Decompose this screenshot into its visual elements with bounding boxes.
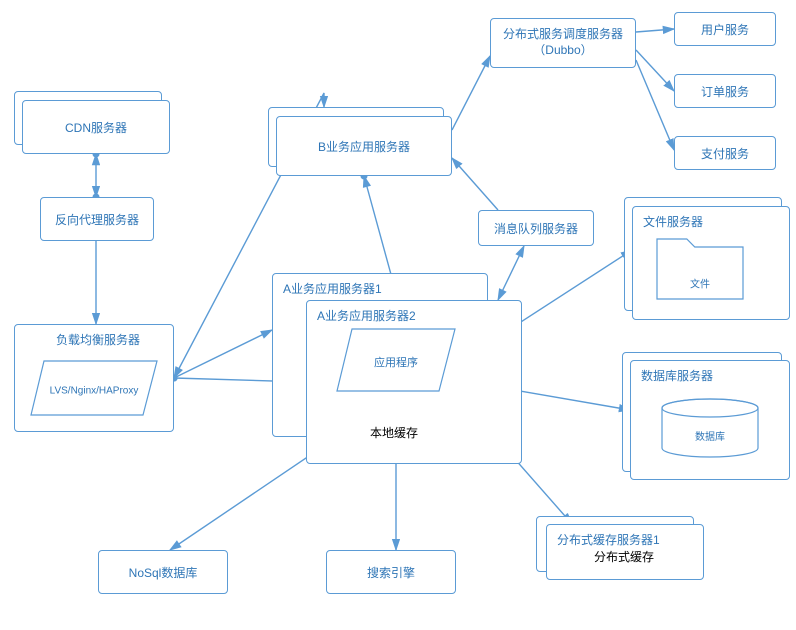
payment-service: 支付服务 <box>674 136 776 170</box>
file-folder-icon: 文件 <box>656 238 744 300</box>
dubbo-scheduler: 分布式服务调度服务器 （Dubbo） <box>490 18 636 68</box>
db-server-label: 数据库服务器 <box>641 367 713 384</box>
nosql-db: NoSql数据库 <box>98 550 228 594</box>
local-cache-label: 本地缓存 <box>370 424 418 441</box>
dubbo-label-2: （Dubbo） <box>503 43 623 59</box>
dubbo-label-1: 分布式服务调度服务器 <box>503 27 623 43</box>
database-icon: 数据库 <box>660 398 760 458</box>
order-service-label: 订单服务 <box>701 83 749 100</box>
load-balancer-inner: LVS/Nginx/HAProxy <box>30 360 158 416</box>
cdn-label: CDN服务器 <box>65 119 127 136</box>
message-queue: 消息队列服务器 <box>478 210 594 246</box>
cdn-server: CDN服务器 <box>22 100 170 154</box>
nosql-label: NoSql数据库 <box>129 564 198 581</box>
order-service: 订单服务 <box>674 74 776 108</box>
payment-service-label: 支付服务 <box>701 145 749 162</box>
mq-label: 消息队列服务器 <box>494 220 578 237</box>
application-program: 应用程序 <box>336 328 456 392</box>
reverse-proxy-label: 反向代理服务器 <box>55 211 139 228</box>
dist-cache-label: 分布式缓存 <box>594 548 654 565</box>
b-service-label: B业务应用服务器 <box>318 138 410 155</box>
db-cyl-label: 数据库 <box>695 430 725 443</box>
user-service: 用户服务 <box>674 12 776 46</box>
a1-label: A业务应用服务器1 <box>283 280 382 297</box>
dist-cache-server-label: 分布式缓存服务器1 <box>557 531 660 548</box>
lb-inner-label: LVS/Nginx/HAProxy <box>50 385 139 396</box>
a2-label: A业务应用服务器2 <box>317 307 416 324</box>
search-engine: 搜索引擎 <box>326 550 456 594</box>
search-label: 搜索引擎 <box>367 564 415 581</box>
user-service-label: 用户服务 <box>701 21 749 38</box>
b-service-server: B业务应用服务器 <box>276 116 452 176</box>
load-balancer-label: 负载均衡服务器 <box>23 331 173 348</box>
app-label: 应用程序 <box>374 355 418 369</box>
file-folder-label: 文件 <box>690 278 710 291</box>
reverse-proxy: 反向代理服务器 <box>40 197 154 241</box>
file-server-label: 文件服务器 <box>643 213 703 230</box>
